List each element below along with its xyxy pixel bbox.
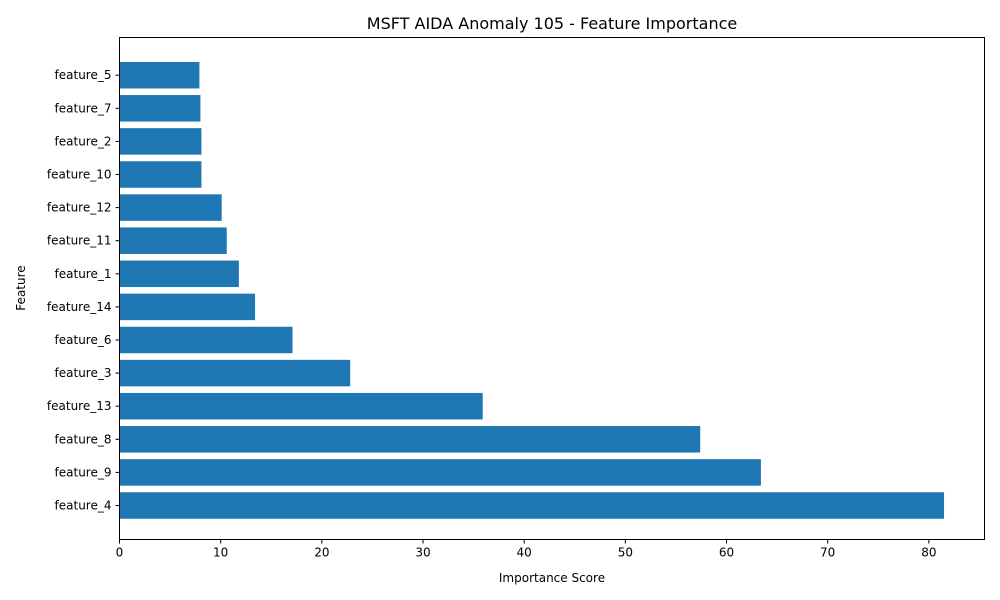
x-tick-label: 80 (921, 546, 936, 560)
y-tick-group: feature_4 feature_9 feature_8 feature_13 fea… (47, 68, 120, 513)
y-tick-label: feature_12 (47, 201, 112, 215)
x-tick-label: 0 (116, 546, 124, 560)
y-tick-label: feature_2 (55, 134, 112, 148)
bar-feature_11 (119, 227, 227, 254)
bar-feature_10 (119, 161, 202, 188)
x-tick-group: 0 10 20 30 40 50 60 70 80 (116, 539, 936, 560)
x-axis-title: Importance Score (499, 571, 605, 585)
x-tick-label: 60 (719, 546, 734, 560)
y-tick-label: feature_11 (47, 234, 112, 248)
bar-feature_9 (119, 459, 761, 486)
y-tick-label: feature_3 (55, 366, 112, 380)
bar-feature_6 (119, 326, 293, 354)
chart-title: MSFT AIDA Anomaly 105 - Feature Importan… (367, 14, 737, 33)
y-tick-label: feature_9 (55, 465, 112, 479)
plot-frame (119, 37, 985, 540)
x-tick-label: 70 (820, 546, 835, 560)
y-tick-label: feature_8 (55, 432, 112, 446)
bar-feature_14 (119, 293, 256, 321)
y-tick-label: feature_7 (55, 101, 112, 115)
y-tick-label: feature_4 (55, 499, 112, 513)
bar-feature_2 (119, 128, 202, 155)
bar-feature_3 (119, 359, 351, 387)
bars-group (119, 61, 945, 519)
y-tick-label: feature_10 (47, 168, 112, 182)
y-tick-label: feature_14 (47, 300, 112, 314)
y-tick-label: feature_5 (55, 68, 112, 82)
y-tick-label: feature_6 (55, 333, 112, 347)
x-tick-label: 30 (415, 546, 430, 560)
x-tick-label: 10 (213, 546, 228, 560)
x-tick-label: 20 (314, 546, 329, 560)
y-tick-label: feature_1 (55, 267, 112, 281)
x-tick-label: 40 (517, 546, 532, 560)
bar-feature_4 (119, 492, 945, 519)
bar-feature_5 (119, 61, 200, 89)
x-tick-label: 50 (618, 546, 633, 560)
y-tick-label: feature_13 (47, 399, 112, 413)
bar-feature_8 (119, 426, 701, 453)
bar-feature_7 (119, 95, 201, 122)
bar-feature_13 (119, 392, 483, 420)
bar-feature_1 (119, 260, 239, 288)
bar-feature_12 (119, 194, 222, 221)
y-axis-title: Feature (14, 265, 28, 310)
